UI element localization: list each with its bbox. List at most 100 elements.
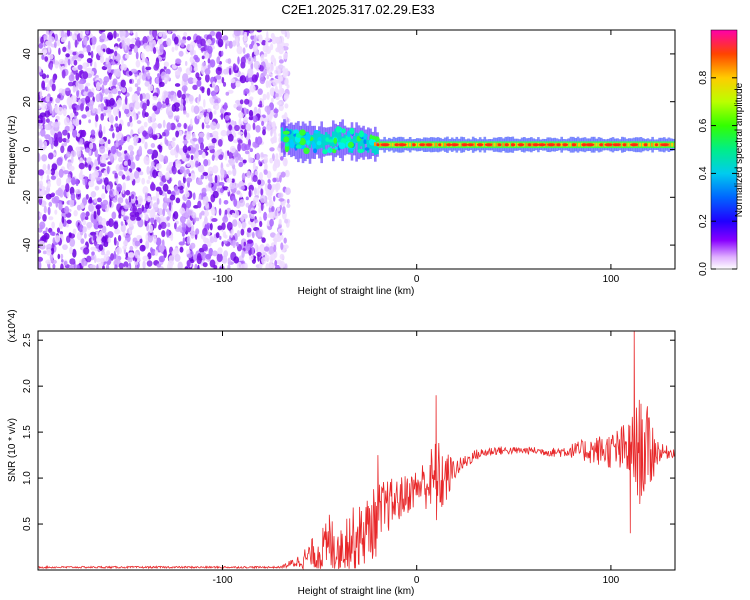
noise-speckle bbox=[45, 30, 49, 37]
snr-marks bbox=[38, 331, 675, 570]
ridge-peak bbox=[380, 143, 390, 147]
noise-speckle bbox=[142, 102, 147, 111]
noise-speckle bbox=[265, 62, 271, 68]
noise-speckle bbox=[286, 203, 291, 208]
spectrogram-x-ticks: -100 0 100 bbox=[212, 30, 620, 285]
noise-speckle bbox=[179, 130, 183, 137]
noise-speckle bbox=[263, 211, 268, 221]
noise-speckle bbox=[282, 157, 288, 167]
noise-speckle bbox=[82, 219, 87, 226]
noise-speckle bbox=[186, 154, 191, 159]
noise-speckle bbox=[84, 157, 87, 162]
noise-speckle bbox=[100, 30, 106, 33]
noise-speckle bbox=[207, 173, 213, 182]
noise-speckle bbox=[59, 231, 63, 235]
noise-speckle bbox=[149, 30, 152, 35]
noise-speckle bbox=[102, 80, 108, 86]
noise-speckle bbox=[100, 251, 106, 256]
ridge-band bbox=[313, 133, 316, 147]
colorbar-tick-label: 0.2 bbox=[698, 214, 709, 228]
noise-speckle bbox=[147, 233, 154, 243]
noise-speckle bbox=[163, 91, 169, 96]
noise-speckle bbox=[212, 190, 219, 199]
noise-speckle bbox=[90, 231, 97, 236]
noise-speckle bbox=[148, 224, 153, 234]
noise-speckle bbox=[114, 46, 118, 51]
noise-speckle bbox=[49, 252, 54, 262]
noise-speckle bbox=[266, 74, 269, 80]
noise-speckle bbox=[174, 185, 179, 192]
noise-speckle bbox=[168, 202, 172, 211]
noise-speckle bbox=[111, 61, 116, 66]
noise-speckle bbox=[270, 232, 276, 238]
noise-speckle bbox=[75, 178, 79, 187]
noise-speckle bbox=[271, 97, 274, 103]
ridge-band bbox=[649, 141, 652, 149]
noise-speckle bbox=[70, 57, 73, 66]
noise-speckle bbox=[155, 237, 162, 246]
noise-speckle bbox=[218, 154, 224, 161]
noise-speckle bbox=[281, 200, 286, 207]
ridge-band bbox=[672, 141, 675, 149]
noise-speckle bbox=[248, 157, 254, 164]
noise-speckle bbox=[116, 33, 119, 37]
noise-speckle bbox=[241, 124, 247, 130]
noise-speckle bbox=[71, 155, 74, 164]
noise-speckle bbox=[88, 180, 95, 188]
noise-speckle bbox=[85, 95, 91, 104]
noise-speckle bbox=[82, 62, 88, 70]
noise-speckle bbox=[240, 185, 246, 190]
noise-speckle bbox=[280, 30, 286, 35]
noise-speckle bbox=[54, 209, 58, 215]
noise-speckle bbox=[160, 104, 167, 109]
noise-speckle bbox=[134, 83, 139, 88]
noise-speckle bbox=[113, 30, 117, 39]
noise-speckle bbox=[240, 263, 247, 269]
noise-speckle bbox=[73, 59, 78, 66]
noise-speckle bbox=[107, 139, 111, 145]
noise-speckle bbox=[140, 52, 145, 59]
noise-speckle bbox=[182, 73, 189, 83]
noise-speckle bbox=[249, 84, 256, 93]
noise-speckle bbox=[141, 73, 146, 81]
noise-speckle bbox=[121, 58, 124, 66]
ridge-blob bbox=[328, 139, 335, 143]
noise-speckle bbox=[252, 161, 256, 171]
noise-speckle bbox=[144, 202, 150, 210]
noise-speckle bbox=[283, 237, 287, 244]
noise-speckle bbox=[287, 198, 290, 204]
noise-speckle bbox=[131, 37, 136, 44]
noise-speckle bbox=[105, 99, 109, 107]
noise-speckle bbox=[74, 39, 78, 48]
noise-speckle bbox=[59, 233, 63, 238]
noise-speckle bbox=[192, 138, 198, 142]
noise-speckle bbox=[101, 84, 105, 92]
noise-speckle bbox=[38, 256, 43, 262]
ridge-band bbox=[320, 133, 323, 148]
noise-speckle bbox=[115, 115, 118, 122]
noise-speckle bbox=[200, 65, 205, 75]
ridge-blob bbox=[283, 136, 290, 143]
noise-speckle bbox=[71, 33, 76, 40]
ridge-peak bbox=[556, 143, 561, 147]
noise-speckle bbox=[84, 232, 87, 239]
noise-speckle bbox=[106, 184, 111, 192]
noise-speckle bbox=[50, 192, 56, 197]
ridge-blob bbox=[303, 147, 310, 154]
noise-speckle bbox=[99, 55, 104, 63]
noise-speckle bbox=[144, 192, 148, 202]
noise-speckle bbox=[251, 74, 258, 83]
noise-speckle bbox=[241, 172, 246, 181]
noise-speckle bbox=[234, 124, 240, 132]
noise-speckle bbox=[104, 88, 109, 95]
ridge-peak bbox=[504, 143, 509, 147]
noise-speckle bbox=[177, 122, 182, 128]
noise-speckle bbox=[147, 126, 153, 135]
noise-speckle bbox=[43, 232, 50, 240]
noise-speckle bbox=[142, 130, 148, 137]
noise-speckle bbox=[88, 52, 92, 56]
ridge-peak bbox=[461, 143, 468, 147]
noise-speckle bbox=[259, 65, 264, 72]
noise-speckle bbox=[186, 219, 192, 228]
noise-speckle bbox=[275, 79, 280, 84]
